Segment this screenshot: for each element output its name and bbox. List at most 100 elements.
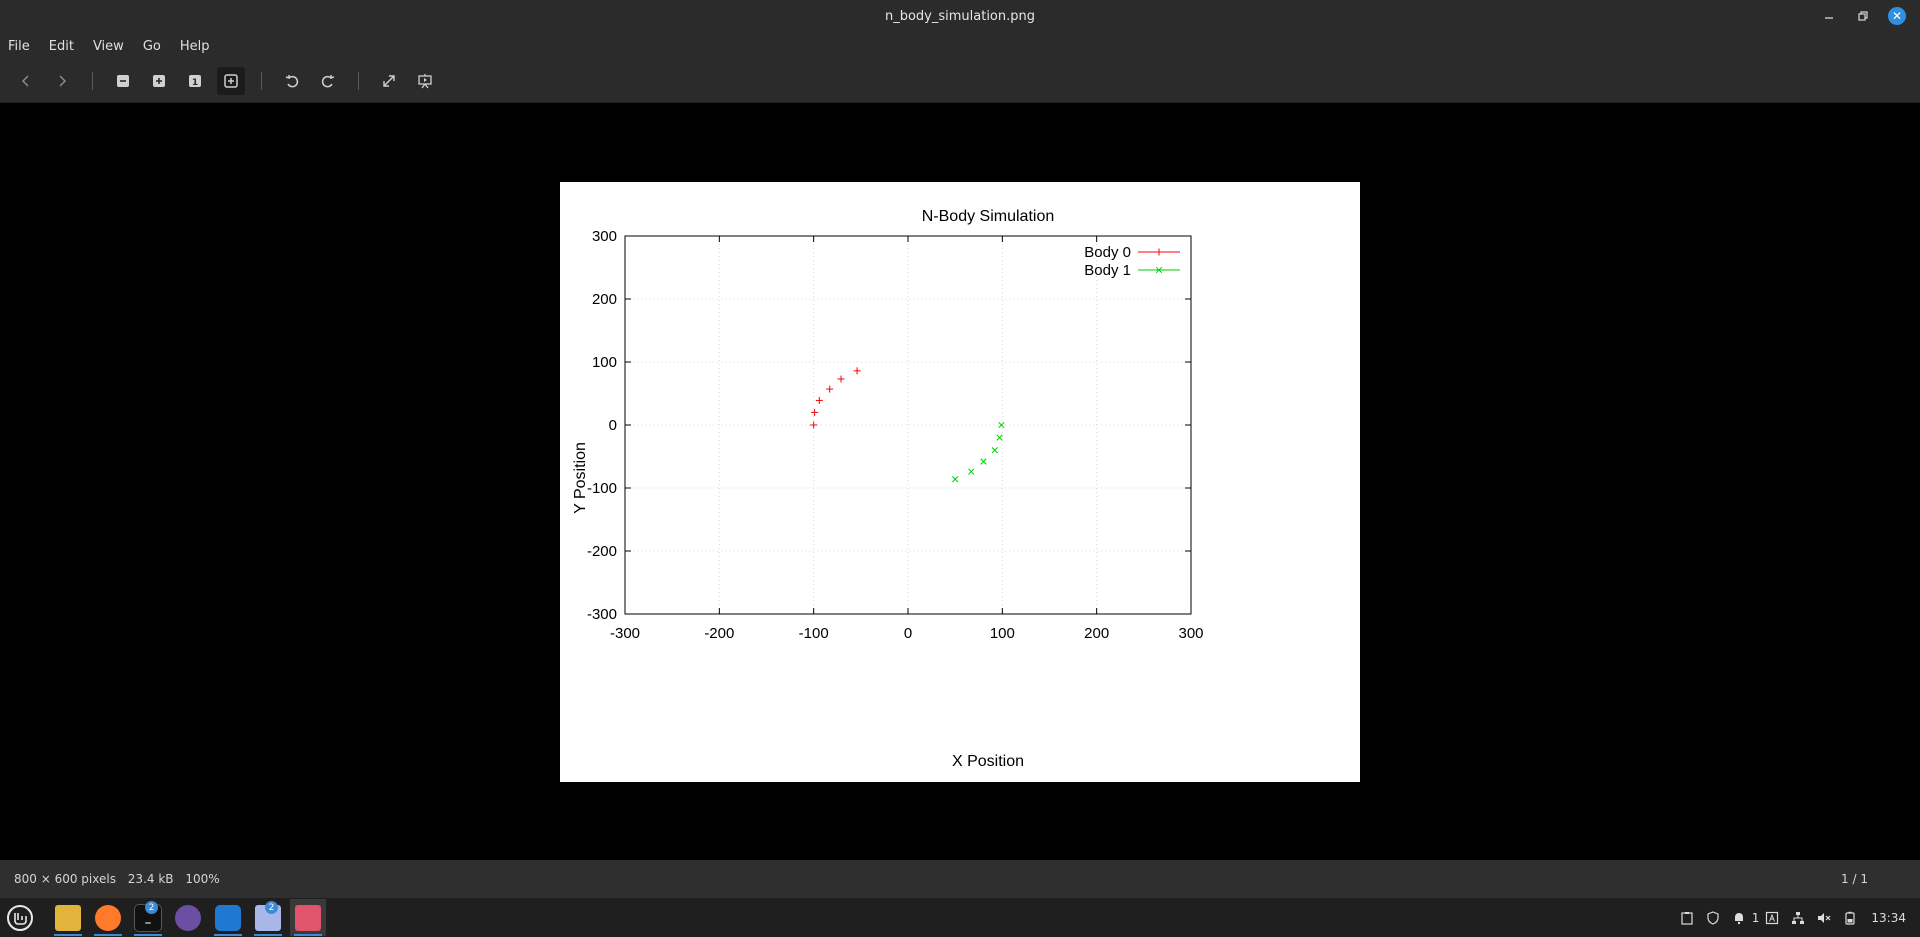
zoom-100-icon: 1	[189, 75, 201, 88]
window-controls: ✕	[1812, 0, 1914, 32]
taskbar-text-editor[interactable]: 2	[250, 899, 286, 936]
restore-button[interactable]	[1846, 0, 1880, 32]
title-bar: n_body_simulation.png ✕	[0, 0, 1920, 32]
battery-icon	[1845, 911, 1856, 925]
clock[interactable]: 13:34	[1871, 910, 1906, 925]
taskbar-firefox[interactable]	[90, 899, 126, 936]
status-bar: 800 × 600 pixels 23.4 kB 100% 1 / 1	[0, 860, 1920, 898]
menu-go[interactable]: Go	[142, 38, 161, 54]
image-viewer-icon	[295, 904, 321, 931]
data-point-series-0	[810, 421, 818, 429]
zoom-in-button[interactable]	[145, 67, 173, 95]
next-button[interactable]	[48, 67, 76, 95]
data-point-series-1	[952, 476, 959, 483]
data-point-series-1	[980, 458, 987, 465]
minimize-button[interactable]	[1812, 0, 1846, 32]
legend-marker	[1155, 248, 1163, 256]
taskbar-files[interactable]	[50, 899, 86, 936]
notification-icon	[1734, 912, 1743, 924]
chart-image: N-Body Simulation -300 -200 -100 0 100 200 300…	[560, 182, 1360, 782]
system-tray: 1 13:34	[1674, 898, 1920, 937]
data-point-series-0	[815, 396, 823, 404]
close-button[interactable]: ✕	[1880, 0, 1914, 32]
firefox-icon	[95, 904, 121, 931]
volume-muted-icon	[1818, 912, 1831, 923]
y-tick-label: 0	[609, 417, 617, 434]
menu-file[interactable]: File	[8, 38, 30, 54]
best-fit-button[interactable]	[217, 67, 245, 95]
shield-tray[interactable]	[1704, 909, 1722, 927]
menu-view[interactable]: View	[92, 38, 124, 54]
chart-grid	[625, 236, 1191, 614]
taskbar-terminal[interactable]: _ 2	[130, 899, 166, 936]
zoom-out-icon	[117, 75, 129, 87]
x-tick-label: -200	[704, 625, 734, 642]
zoom-out-button[interactable]	[109, 67, 137, 95]
data-point-series-1	[998, 421, 1005, 429]
volume-tray[interactable]	[1815, 909, 1833, 927]
y-tick-label: 300	[592, 228, 617, 245]
vscode-icon	[215, 904, 241, 931]
zoom-in-icon	[153, 75, 165, 87]
chart-ticks: -300 -200 -100 0 100 200 300 -300 -200 -100 0 100 20…	[587, 228, 1204, 642]
restore-icon	[1858, 11, 1868, 21]
cross-marker-b	[980, 458, 987, 465]
fullscreen-icon	[383, 75, 395, 87]
file-size: 23.4 kB	[127, 872, 174, 886]
next-icon	[59, 75, 67, 87]
taskbar-github[interactable]	[170, 899, 206, 936]
text-editor-window-count: 2	[265, 901, 278, 914]
x-tick-label: 0	[904, 625, 912, 642]
battery-tray[interactable]	[1841, 909, 1859, 927]
taskbar-image-viewer[interactable]	[290, 899, 326, 936]
fullscreen-button[interactable]	[375, 67, 403, 95]
folder-icon	[55, 904, 81, 931]
y-axis-label: Y Position	[572, 442, 589, 514]
image-dimensions: 800 × 600 pixels	[14, 872, 116, 886]
rotate-right-icon	[321, 75, 335, 88]
legend-label: Body 1	[1084, 262, 1131, 279]
minimize-icon	[1825, 17, 1833, 19]
slideshow-button[interactable]	[411, 67, 439, 95]
menu-help[interactable]: Help	[179, 38, 210, 54]
previous-button[interactable]	[12, 67, 40, 95]
toolbar-separator	[92, 72, 93, 90]
y-tick-label: -200	[587, 543, 617, 560]
rotate-left-button[interactable]	[278, 67, 306, 95]
legend-label: Body 0	[1084, 244, 1131, 261]
clipboard-tray[interactable]	[1678, 909, 1696, 927]
taskbar-vscode[interactable]	[210, 899, 246, 936]
rotate-right-button[interactable]	[314, 67, 342, 95]
mint-logo-icon	[7, 904, 33, 931]
github-icon	[175, 904, 201, 931]
shield-icon	[1707, 910, 1719, 925]
start-menu-button[interactable]	[2, 899, 38, 936]
x-tick-label: 300	[1178, 625, 1203, 642]
x-tick-label: 200	[1084, 625, 1109, 642]
image-index: 1 / 1	[1841, 872, 1868, 886]
image-viewport[interactable]: N-Body Simulation -300 -200 -100 0 100 200 300…	[0, 104, 1920, 860]
input-method-icon	[1766, 911, 1779, 924]
chart-points	[810, 367, 1005, 483]
data-point-series-1	[991, 447, 998, 454]
svg-text:1: 1	[192, 78, 198, 88]
cross-marker-b	[1155, 266, 1163, 274]
rotate-left-icon	[285, 75, 299, 88]
notifications-tray[interactable]	[1730, 909, 1748, 927]
n-body-chart: N-Body Simulation -300 -200 -100 0 100 200 300…	[572, 208, 1204, 770]
keyboard-layout-tray[interactable]	[1763, 909, 1781, 927]
y-tick-label: 200	[592, 291, 617, 308]
data-point-series-1	[996, 434, 1003, 441]
notification-count: 1	[1751, 910, 1760, 925]
menu-edit[interactable]: Edit	[48, 38, 74, 54]
slideshow-icon	[418, 74, 432, 89]
zoom-100-button[interactable]: 1	[181, 67, 209, 95]
cross-marker-b	[996, 434, 1003, 441]
window-title: n_body_simulation.png	[884, 8, 1036, 24]
clipboard-icon	[1681, 911, 1693, 925]
best-fit-icon	[224, 74, 238, 88]
network-tray[interactable]	[1789, 909, 1807, 927]
cross-marker-b	[998, 421, 1005, 429]
cross-marker-b	[991, 447, 998, 454]
toolbar-separator	[261, 72, 262, 90]
